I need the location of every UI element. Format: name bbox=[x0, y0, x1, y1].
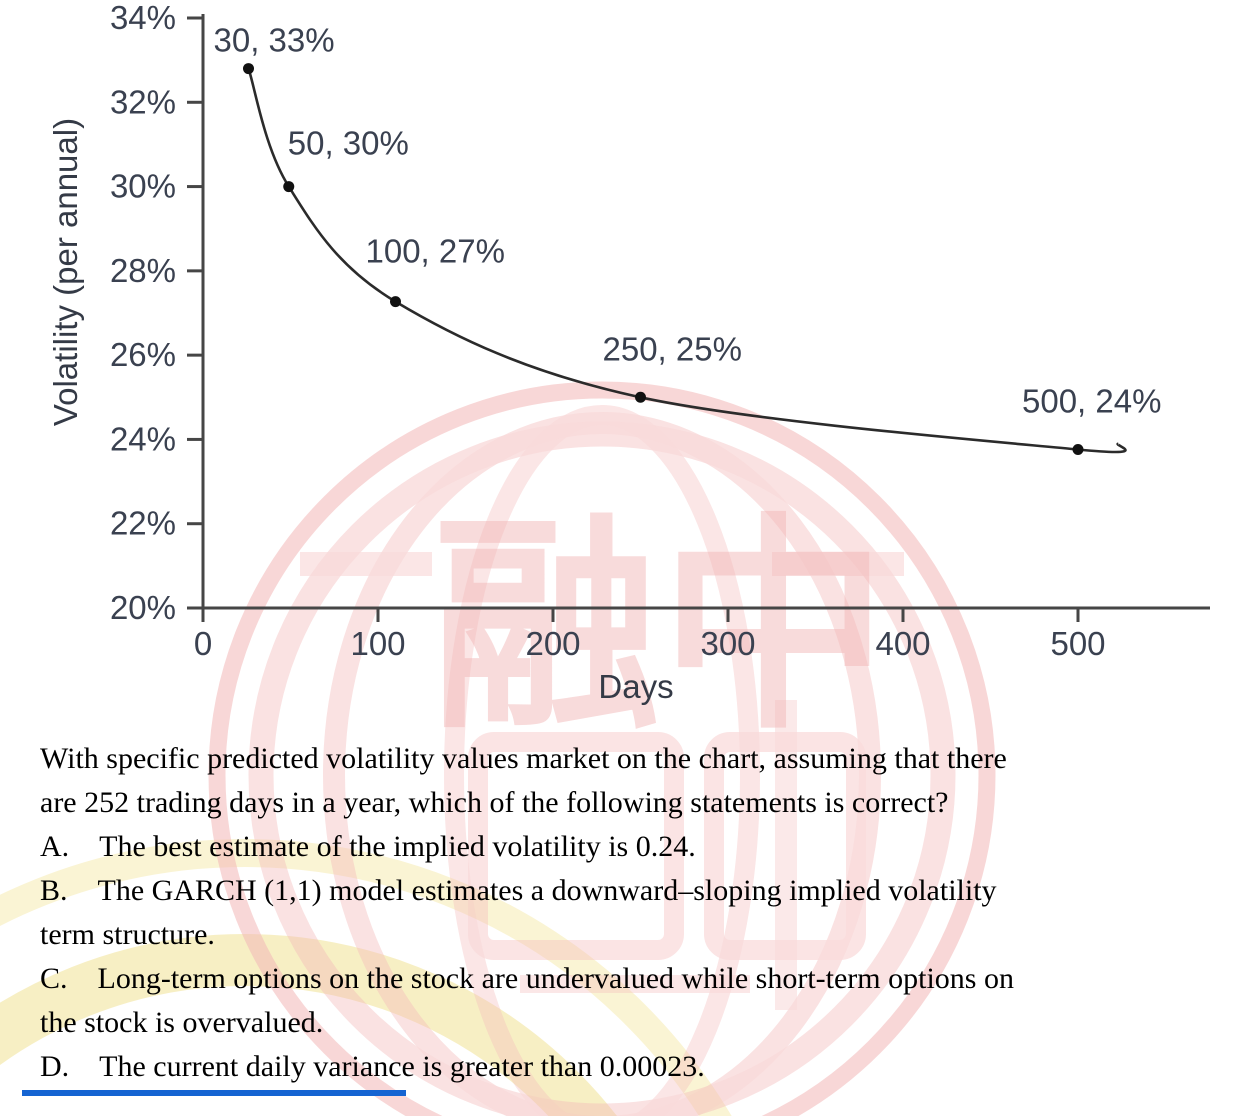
y-tick-label: 22% bbox=[110, 505, 176, 542]
x-tick-label: 200 bbox=[525, 625, 580, 662]
option-c-line-1: C. Long-term options on the stock are un… bbox=[40, 962, 1014, 995]
y-tick-label: 28% bbox=[110, 252, 176, 289]
option-c-line-2: the stock is overvalued. bbox=[40, 1006, 324, 1039]
y-tick-label: 34% bbox=[110, 0, 176, 36]
y-axis-title: Volatility (per annual) bbox=[47, 118, 84, 426]
data-point-label: 100, 27% bbox=[366, 233, 505, 270]
question-line-2: are 252 trading days in a year, which of… bbox=[40, 786, 949, 819]
red-seal-watermark bbox=[208, 381, 996, 1116]
option-b-line-1: B. The GARCH (1,1) model estimates a dow… bbox=[40, 874, 997, 907]
x-tick-label: 300 bbox=[700, 625, 755, 662]
y-tick-label: 26% bbox=[110, 336, 176, 373]
seal-bar-left bbox=[300, 552, 432, 576]
x-tick-label: 400 bbox=[875, 625, 930, 662]
data-point-label: 250, 25% bbox=[603, 330, 742, 367]
x-tick-label: 500 bbox=[1050, 625, 1105, 662]
yellow-highlight-watermark bbox=[0, 839, 732, 1116]
seal-meridian-inner bbox=[444, 405, 760, 1116]
seal-glyph-block-1 bbox=[468, 732, 684, 960]
data-point bbox=[1072, 444, 1084, 456]
data-point-label: 500, 24% bbox=[1022, 383, 1161, 420]
option-a: A. The best estimate of the implied vola… bbox=[40, 830, 696, 863]
seal-bar-right bbox=[772, 552, 904, 576]
data-point bbox=[283, 181, 295, 193]
data-point bbox=[635, 391, 646, 403]
seal-characters: 融中 bbox=[432, 494, 888, 760]
option-b-line-2: term structure. bbox=[40, 918, 215, 951]
x-tick-label: 100 bbox=[350, 625, 405, 662]
question-block: With specific predicted volatility value… bbox=[40, 737, 1014, 1089]
data-point-label: 30, 33% bbox=[214, 22, 335, 59]
x-tick-label: 0 bbox=[194, 625, 212, 662]
question-line-1: With specific predicted volatility value… bbox=[40, 742, 1007, 775]
data-point bbox=[243, 63, 254, 75]
seal-glyph-block-2 bbox=[704, 732, 866, 960]
seal-meridian-outer bbox=[323, 412, 881, 1116]
seal-glyph-bar bbox=[520, 975, 750, 993]
volatility-term-structure-chart: 34% 32% 30% 28% 26% 24% 22% 20% 0 100 200 300 400 500… bbox=[47, 0, 1210, 705]
y-tick-label: 30% bbox=[110, 168, 176, 205]
x-axis-title: Days bbox=[598, 668, 673, 705]
y-tick-label: 32% bbox=[110, 83, 176, 120]
seal-inner-ring bbox=[248, 421, 956, 1116]
chart-axes bbox=[201, 14, 1210, 610]
seal-outer-ring bbox=[208, 381, 996, 1116]
y-tick-label: 24% bbox=[110, 420, 176, 457]
option-d: D. The current daily variance is greater… bbox=[40, 1050, 705, 1083]
y-tick-label: 20% bbox=[110, 589, 176, 626]
data-point-label: 50, 30% bbox=[288, 125, 409, 162]
data-point bbox=[390, 296, 401, 308]
blue-underline bbox=[22, 1090, 406, 1096]
